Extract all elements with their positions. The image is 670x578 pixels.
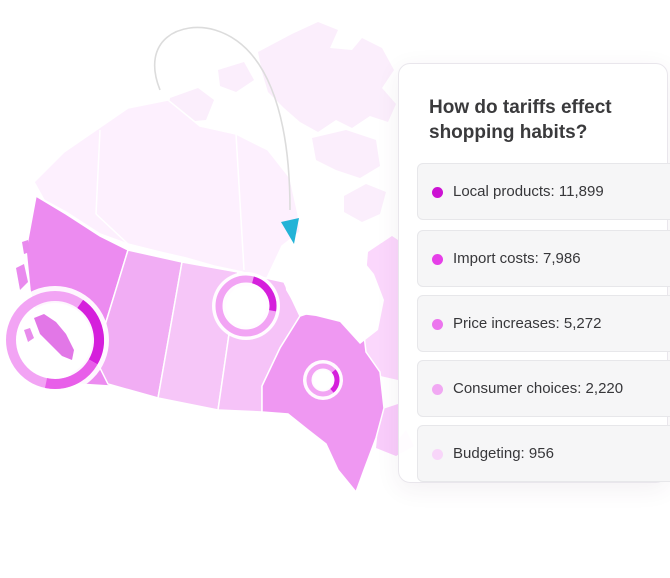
legend-label: Price increases: 5,272 [453,315,602,332]
legend-item[interactable]: Budgeting: 956 [417,425,670,482]
legend-item[interactable]: Import costs: 7,986 [417,230,670,287]
vancouver-island-icon [34,314,74,360]
panel-title: How do tariffs effect shopping habits? [429,97,612,143]
legend-label: Consumer choices: 2,220 [453,380,624,397]
legend-dot [432,384,443,395]
legend-dot [432,254,443,265]
territories-band [33,99,301,281]
legend-label: Budgeting: 956 [453,445,554,462]
legend-item[interactable]: Consumer choices: 2,220 [417,360,670,417]
legend-dot [432,319,443,330]
ontario-donut-marker [303,360,343,400]
legend-dot [432,187,443,198]
legend-panel: How do tariffs effect shopping habits? L… [398,63,670,483]
hudson-bay [282,236,384,344]
legend-item[interactable]: Price increases: 5,272 [417,295,670,352]
legend-label: Import costs: 7,986 [453,250,581,267]
arrow-head-icon [281,218,299,244]
prairie-donut-marker [212,272,280,340]
legend-dot [432,449,443,460]
curved-arrow [153,26,291,211]
legend-label: Local products: 11,899 [453,183,604,200]
bc-donut-marker [1,286,109,394]
coastal-islands [16,240,30,290]
legend-item[interactable]: Local products: 11,899 [417,163,670,220]
